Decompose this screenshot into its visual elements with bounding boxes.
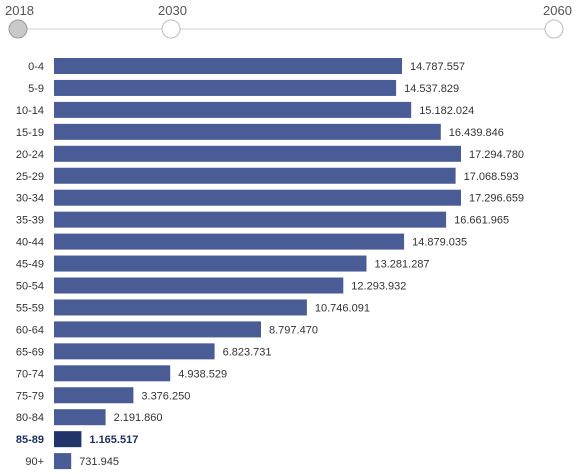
value-label: 16.661.965: [454, 215, 509, 227]
timeline-knob-2060[interactable]: [544, 19, 564, 39]
year-timeline-slider[interactable]: 2018 2030 2060: [0, 0, 580, 44]
value-label: 14.537.829: [404, 83, 459, 95]
category-label: 20-24: [16, 149, 44, 161]
value-label: 731.945: [79, 456, 119, 468]
bar[interactable]: [54, 233, 405, 250]
bar[interactable]: [54, 79, 397, 96]
category-label: 30-34: [16, 193, 44, 205]
bar[interactable]: [54, 299, 307, 316]
bar[interactable]: [54, 387, 134, 404]
value-label: 8.797.470: [269, 324, 318, 336]
timeline-knob-2018[interactable]: [8, 19, 28, 39]
bar[interactable]: [54, 58, 402, 74]
timeline-knob-2030[interactable]: [161, 19, 181, 39]
value-label: 3.376.250: [141, 390, 190, 402]
bar[interactable]: [54, 343, 215, 360]
bar[interactable]: [54, 255, 367, 272]
bar[interactable]: [54, 453, 72, 470]
category-label: 10-14: [16, 105, 44, 117]
category-label: 75-79: [16, 390, 44, 402]
value-label: 17.296.659: [469, 193, 524, 205]
category-label: 5-9: [28, 83, 44, 95]
value-label: 14.879.035: [412, 237, 467, 249]
category-label: 25-29: [16, 171, 44, 183]
bar[interactable]: [54, 409, 106, 426]
bar[interactable]: [54, 277, 344, 294]
timeline-year-2018: 2018: [5, 3, 34, 18]
value-label: 15.182.024: [419, 105, 474, 117]
category-label: 80-84: [16, 412, 44, 424]
bar[interactable]: [54, 365, 171, 382]
bar[interactable]: [54, 211, 447, 228]
category-label: 40-44: [16, 237, 44, 249]
category-label: 45-49: [16, 259, 44, 271]
timeline-year-2030: 2030: [158, 3, 187, 18]
value-label: 17.294.780: [469, 149, 524, 161]
category-label: 55-59: [16, 302, 44, 314]
bar[interactable]: [54, 123, 441, 140]
value-label: 16.439.846: [449, 127, 504, 139]
category-label: 50-54: [16, 281, 44, 293]
value-label: 17.068.593: [464, 171, 519, 183]
value-label: 1.165.517: [89, 434, 138, 446]
value-label: 6.823.731: [223, 346, 272, 358]
category-label: 85-89: [16, 434, 44, 446]
category-label: 65-69: [16, 346, 44, 358]
bar[interactable]: [54, 321, 261, 338]
bar[interactable]: [54, 145, 461, 162]
population-bar-chart: 0-4 14.787.557 5-9 14.537.829 10-14 15.182.02…: [16, 58, 524, 470]
value-label: 10.746.091: [315, 302, 370, 314]
category-label: 60-64: [16, 324, 44, 336]
value-label: 14.787.557: [410, 61, 465, 73]
value-label: 4.938.529: [178, 368, 227, 380]
category-label: 15-19: [16, 127, 44, 139]
value-label: 12.293.932: [351, 281, 406, 293]
category-label: 90+: [25, 456, 44, 468]
bar[interactable]: [54, 101, 412, 118]
category-label: 0-4: [28, 61, 44, 73]
bar[interactable]: [54, 167, 456, 184]
value-label: 13.281.287: [375, 259, 430, 271]
value-label: 2.191.860: [114, 412, 163, 424]
bar[interactable]: [54, 189, 461, 206]
bar[interactable]: [54, 431, 82, 448]
category-label: 70-74: [16, 368, 44, 380]
category-label: 35-39: [16, 215, 44, 227]
timeline-year-2060: 2060: [543, 3, 572, 18]
